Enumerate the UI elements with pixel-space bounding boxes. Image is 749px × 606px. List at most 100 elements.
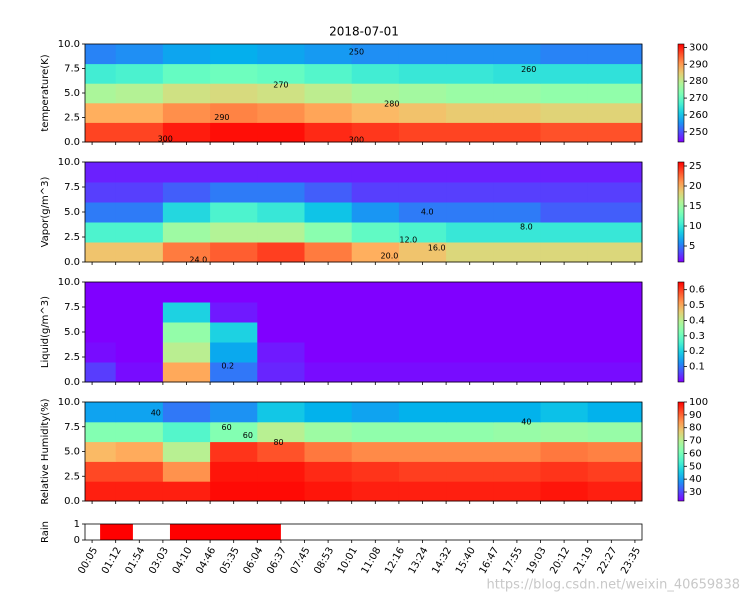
heat-cell [587, 242, 643, 263]
y-tick-label: 5.0 [64, 207, 80, 218]
y-tick-label: 5.0 [64, 327, 80, 338]
heat-cell [85, 461, 117, 482]
heat-cell [446, 461, 494, 482]
heat-cell [398, 83, 447, 104]
heat-cell [446, 202, 494, 223]
contour-label: 250 [349, 47, 364, 56]
heat-cell [257, 202, 305, 223]
heat-cell [493, 441, 542, 462]
heat-cell [351, 122, 400, 143]
colorbar-tick-label: 270 [689, 93, 708, 104]
colorbar-tick-label: 0.4 [689, 315, 705, 326]
heat-cell [210, 182, 258, 203]
x-tick-label: 08:53 [312, 546, 336, 576]
x-tick-label: 06:37 [265, 546, 289, 576]
heat-cell [540, 202, 589, 223]
heat-cell [210, 63, 258, 84]
rain-bar [100, 524, 133, 540]
heat-cell [115, 302, 164, 323]
heat-cell [351, 182, 400, 203]
heat-cell [540, 362, 589, 383]
y-axis-label: Liquid(g/m^3) [40, 296, 51, 368]
y-tick-label: 0.0 [64, 137, 80, 148]
y-tick-label: 0 [74, 535, 80, 546]
heat-cell [257, 63, 305, 84]
x-tick-label: 20:12 [548, 546, 572, 576]
heat-cell [210, 461, 258, 482]
heat-cell [115, 342, 164, 363]
heat-cell [85, 44, 117, 65]
heat-cell [304, 44, 353, 65]
x-tick-label: 04:10 [171, 546, 195, 576]
heat-cell [493, 402, 542, 423]
y-tick-label: 5.0 [64, 447, 80, 458]
heat-cell [398, 202, 447, 223]
heat-cell [446, 162, 494, 183]
heat-cell [115, 122, 164, 143]
heat-cell [398, 182, 447, 203]
heat-cell [446, 222, 494, 243]
y-tick-label: 2.5 [64, 352, 80, 363]
heat-cell [304, 202, 353, 223]
heat-cell [210, 481, 258, 502]
heat-cell [587, 282, 643, 303]
heat-cell [351, 102, 400, 123]
heat-cell [493, 282, 542, 303]
heat-cell [493, 222, 542, 243]
heat-cell [446, 122, 494, 143]
heat-cell [162, 63, 211, 84]
heat-cell [210, 421, 258, 443]
y-tick-label: 10.0 [58, 277, 80, 288]
heat-cell [162, 202, 211, 223]
x-tick-label: 00:05 [76, 546, 100, 576]
contour-label: 20.0 [381, 252, 399, 261]
heat-cell [304, 162, 353, 183]
heat-cell [210, 402, 258, 423]
heat-cell [115, 83, 164, 104]
x-tick-label: 16:47 [478, 546, 502, 576]
heat-cell [162, 162, 211, 183]
heat-cell [587, 122, 643, 143]
heat-cell [351, 342, 400, 363]
heat-cell [351, 362, 400, 383]
heat-cell [210, 44, 258, 65]
heat-cell [446, 342, 494, 363]
heat-cell [540, 122, 589, 143]
heat-cell [493, 342, 542, 363]
heat-cell [587, 44, 643, 65]
heat-cell [162, 102, 211, 123]
heat-cell [257, 83, 305, 104]
colorbar-tick-label: 0.1 [689, 362, 705, 373]
y-tick-label: 5.0 [64, 88, 80, 99]
colorbar-tick-label: 0.5 [689, 300, 705, 311]
heat-cell [304, 182, 353, 203]
y-axis-label: Rain [40, 521, 51, 543]
heat-cell [85, 441, 117, 462]
heat-cell [304, 481, 353, 502]
x-tick-label: 17:55 [501, 546, 525, 576]
heat-cell [210, 83, 258, 104]
heat-cell [446, 182, 494, 203]
heat-cell [257, 222, 305, 243]
contour-label: 0.2 [221, 362, 234, 371]
heat-cell [162, 302, 211, 323]
x-tick-label: 01:54 [124, 546, 148, 576]
heat-cell [587, 162, 643, 183]
colorbar-tick-label: 70 [689, 436, 702, 447]
heat-cell [351, 222, 400, 243]
heat-cell [304, 402, 353, 423]
heat-cell [162, 44, 211, 65]
heat-cell [587, 322, 643, 343]
colorbar-tick-label: 0.3 [689, 331, 705, 342]
colorbar [677, 43, 685, 143]
colorbar-tick-label: 25 [689, 161, 702, 172]
heat-cell [85, 222, 117, 243]
contour-label: 40 [151, 408, 161, 417]
heat-cell [257, 162, 305, 183]
heat-cell [398, 242, 447, 263]
heat-cell [115, 322, 164, 343]
heat-cell [210, 362, 258, 383]
heat-cell [210, 202, 258, 223]
heat-cell [351, 322, 400, 343]
